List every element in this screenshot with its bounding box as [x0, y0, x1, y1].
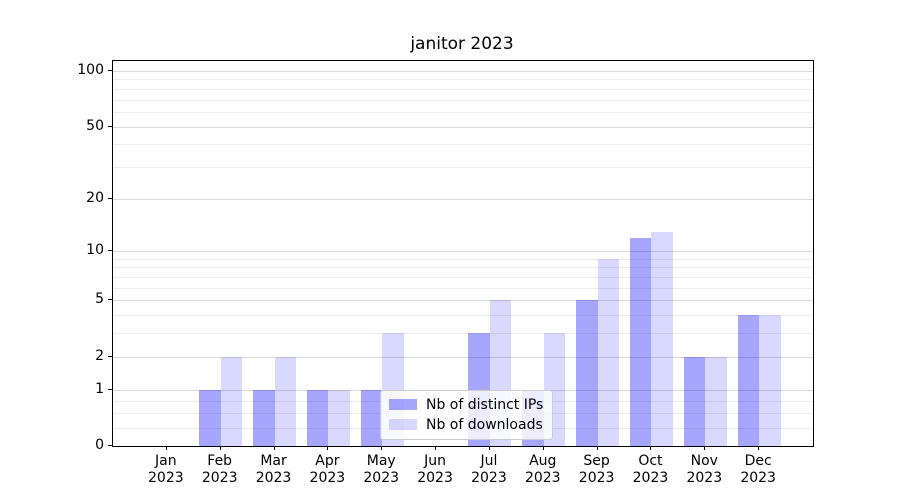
- bar-distinct-ips: [629, 237, 652, 446]
- bar-downloads: [759, 315, 781, 446]
- x-tick-label: Nov 2023: [686, 453, 723, 486]
- bar-downloads: [651, 231, 673, 446]
- x-tick-mark: [273, 446, 275, 450]
- y-tick-mark: [108, 69, 112, 71]
- x-tick-mark: [488, 446, 490, 450]
- minor-gridline: [113, 287, 813, 289]
- minor-gridline: [113, 258, 813, 260]
- legend-swatch: [389, 399, 417, 410]
- minor-gridline: [113, 144, 813, 146]
- plot-area: [112, 60, 814, 447]
- major-gridline: [113, 300, 813, 302]
- bar-distinct-ips: [360, 389, 383, 446]
- legend-entry: Nb of downloads: [389, 416, 543, 433]
- y-tick-label: 0: [95, 437, 104, 453]
- minor-gridline: [113, 99, 813, 101]
- chart-title: janitor 2023: [410, 34, 514, 54]
- x-tick-label: Dec 2023: [740, 453, 776, 486]
- x-tick-mark: [542, 446, 544, 450]
- x-tick-label: Aug 2023: [524, 453, 561, 486]
- y-tick-label: 100: [77, 61, 104, 78]
- minor-gridline: [113, 166, 813, 168]
- major-gridline: [113, 251, 813, 253]
- minor-gridline: [113, 88, 813, 90]
- bar-downloads: [274, 356, 297, 446]
- legend-swatch: [389, 419, 417, 430]
- x-tick-label: Feb 2023: [201, 453, 238, 486]
- x-tick-label: Sep 2023: [578, 453, 615, 486]
- x-tick-label: May 2023: [363, 453, 400, 486]
- y-tick-mark: [108, 299, 112, 301]
- bar-distinct-ips: [737, 315, 760, 446]
- bar-distinct-ips: [576, 300, 598, 446]
- minor-gridline: [113, 79, 813, 81]
- x-tick-mark: [327, 446, 329, 450]
- y-tick-label: 5: [95, 291, 104, 308]
- x-tick-label: Mar 2023: [255, 453, 292, 486]
- bar-downloads: [220, 356, 243, 446]
- minor-gridline: [113, 315, 813, 317]
- bar-distinct-ips: [199, 389, 221, 446]
- y-tick-label: 20: [86, 189, 104, 206]
- legend: Nb of distinct IPs Nb of downloads: [380, 390, 554, 440]
- y-tick-mark: [108, 388, 112, 390]
- x-tick-mark: [381, 446, 383, 450]
- y-tick-mark: [108, 355, 112, 357]
- y-tick-mark: [108, 250, 112, 252]
- y-tick-mark: [108, 197, 112, 199]
- x-tick-label: Jan 2023: [148, 453, 184, 486]
- y-tick-mark: [108, 125, 112, 127]
- major-gridline: [113, 126, 813, 128]
- minor-gridline: [113, 333, 813, 335]
- x-tick-mark: [165, 446, 167, 450]
- minor-gridline: [113, 277, 813, 279]
- x-tick-mark: [435, 446, 437, 450]
- x-tick-mark: [219, 446, 221, 450]
- x-tick-mark: [596, 446, 598, 450]
- bar-distinct-ips: [683, 356, 706, 446]
- x-tick-mark: [704, 446, 706, 450]
- y-tick-label: 2: [95, 347, 104, 364]
- minor-gridline: [113, 111, 813, 113]
- y-tick-label: 50: [86, 117, 104, 134]
- x-tick-label: Jul 2023: [471, 453, 507, 486]
- bar-distinct-ips: [306, 389, 329, 446]
- bar-downloads: [597, 258, 620, 446]
- x-tick-mark: [650, 446, 652, 450]
- y-tick-label: 10: [86, 242, 104, 259]
- x-tick-label: Jun 2023: [417, 453, 453, 486]
- major-gridline: [113, 198, 813, 200]
- legend-label: Nb of distinct IPs: [426, 396, 544, 413]
- major-gridline: [113, 70, 813, 72]
- x-tick-label: Oct 2023: [632, 453, 669, 486]
- bar-downloads: [705, 356, 727, 446]
- y-tick-mark: [108, 445, 112, 446]
- bar-distinct-ips: [253, 389, 275, 446]
- bar-downloads: [328, 389, 350, 446]
- legend-entry: Nb of distinct IPs: [389, 396, 544, 413]
- x-tick-mark: [758, 446, 760, 450]
- y-tick-label: 1: [95, 380, 104, 397]
- minor-gridline: [113, 267, 813, 269]
- major-gridline: [113, 356, 813, 358]
- x-tick-label: Apr 2023: [309, 453, 346, 486]
- legend-label: Nb of downloads: [426, 416, 543, 433]
